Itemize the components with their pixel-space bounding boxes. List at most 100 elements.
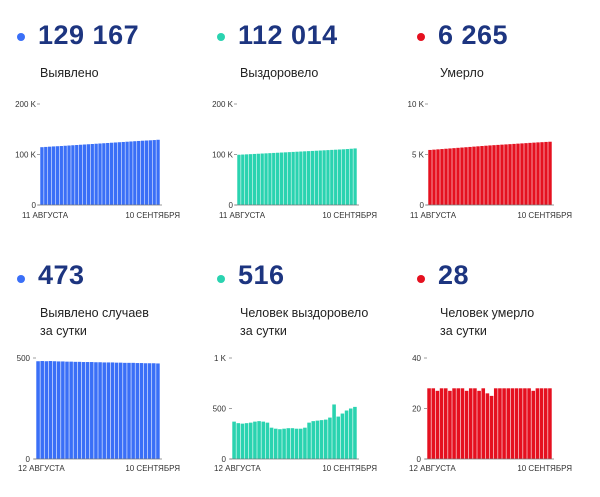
bar bbox=[94, 362, 98, 459]
bar bbox=[536, 142, 540, 205]
bar bbox=[427, 388, 431, 459]
daily-recovered-label: Человек выздоровело за сутки bbox=[240, 304, 368, 340]
bar bbox=[314, 150, 319, 205]
bar bbox=[36, 361, 40, 459]
bar bbox=[286, 428, 291, 459]
bar bbox=[299, 151, 303, 205]
bar bbox=[252, 153, 257, 205]
bar bbox=[332, 404, 336, 459]
bar bbox=[75, 145, 79, 205]
bar bbox=[337, 149, 342, 205]
bar bbox=[468, 146, 472, 205]
label-line: Выявлено случаев bbox=[40, 306, 149, 320]
bar bbox=[435, 390, 440, 459]
recovered-total: 112 014 bbox=[238, 20, 338, 50]
y-tick-label: 0 bbox=[420, 201, 425, 210]
bar bbox=[278, 429, 282, 459]
x-start-label: 12 АВГУСТА bbox=[214, 464, 261, 473]
bar bbox=[129, 141, 133, 205]
bar bbox=[117, 142, 122, 205]
bar bbox=[498, 388, 502, 459]
bar bbox=[63, 145, 67, 205]
bar bbox=[307, 422, 311, 459]
bar bbox=[275, 152, 280, 205]
detected-total: 129 167 bbox=[38, 20, 140, 50]
label-line: Выздоровело bbox=[240, 66, 319, 80]
bar bbox=[147, 363, 152, 459]
teal-dot-icon bbox=[217, 275, 225, 283]
bar bbox=[152, 140, 156, 205]
x-start-label: 11 АВГУСТА bbox=[410, 211, 457, 220]
bar bbox=[345, 149, 349, 205]
bar bbox=[523, 388, 527, 459]
bar bbox=[543, 388, 548, 459]
y-tick-label: 500 bbox=[17, 354, 31, 363]
y-tick-label: 0 bbox=[229, 201, 234, 210]
panel-daily-detected: 473 Выявлено случаев за сутки 0 500 12 АВГ… bbox=[0, 248, 200, 496]
bar bbox=[294, 428, 299, 459]
bar bbox=[127, 362, 131, 459]
bar bbox=[260, 153, 264, 205]
bar bbox=[241, 154, 245, 205]
bar bbox=[484, 145, 488, 205]
bar bbox=[102, 143, 106, 205]
bar bbox=[432, 149, 436, 205]
label-line: за сутки bbox=[40, 324, 87, 338]
bar bbox=[264, 153, 268, 205]
bar bbox=[269, 427, 274, 459]
bar bbox=[61, 361, 65, 459]
y-tick-label: 0 bbox=[32, 201, 37, 210]
panel-daily-recovered: 516 Человек выздоровело за сутки 0 500 1 K… bbox=[200, 248, 400, 496]
bar bbox=[326, 150, 330, 205]
bar bbox=[94, 143, 98, 205]
deaths-label: Умерло bbox=[440, 64, 484, 82]
bar bbox=[282, 428, 286, 459]
bar bbox=[156, 363, 160, 459]
bar bbox=[67, 145, 71, 205]
bar bbox=[290, 428, 295, 459]
bar bbox=[489, 395, 494, 460]
bar bbox=[59, 146, 63, 205]
panel-recovered: 112 014 Выздоровело 0 100 K 200 K 11 АВГУСТ… bbox=[200, 0, 400, 248]
bar bbox=[109, 142, 114, 205]
bar bbox=[98, 362, 102, 459]
bar bbox=[444, 148, 448, 205]
bar bbox=[248, 422, 253, 459]
bar bbox=[55, 146, 60, 205]
daily-recovered-chart: 0 500 1 K 12 АВГУСТА 10 СЕНТЯБРЯ bbox=[213, 354, 378, 473]
bar bbox=[548, 141, 552, 205]
bar bbox=[65, 361, 69, 459]
bar bbox=[90, 144, 94, 205]
bar bbox=[527, 388, 531, 459]
detected-label: Выявлено bbox=[40, 64, 99, 82]
label-line: Выявлено bbox=[40, 66, 99, 80]
bar bbox=[232, 421, 236, 459]
y-tick-label: 10 K bbox=[408, 100, 425, 109]
bar bbox=[548, 388, 552, 459]
bar bbox=[69, 361, 73, 459]
bar bbox=[52, 361, 57, 459]
bar bbox=[139, 363, 144, 459]
bar bbox=[531, 390, 536, 459]
bar bbox=[528, 142, 532, 205]
bar bbox=[341, 149, 346, 205]
x-start-label: 11 АВГУСТА bbox=[22, 211, 69, 220]
bar bbox=[240, 423, 245, 459]
bar bbox=[143, 363, 148, 459]
bar bbox=[131, 362, 135, 459]
bar bbox=[319, 420, 324, 459]
bar bbox=[492, 145, 496, 205]
bar bbox=[472, 146, 476, 205]
bar bbox=[85, 362, 90, 459]
bar bbox=[73, 361, 78, 459]
bar bbox=[102, 362, 106, 459]
bar bbox=[311, 421, 316, 460]
y-tick-label: 200 K bbox=[212, 100, 234, 109]
bar bbox=[481, 388, 486, 459]
y-tick-label: 100 K bbox=[15, 151, 37, 160]
bar bbox=[336, 416, 341, 459]
bar bbox=[504, 144, 508, 205]
recovered-label: Выздоровело bbox=[240, 64, 318, 82]
bar bbox=[265, 422, 270, 459]
red-dot-icon bbox=[417, 33, 425, 41]
